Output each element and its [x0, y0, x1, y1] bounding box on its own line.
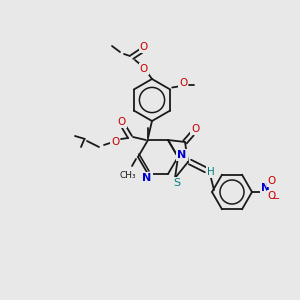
Text: O: O [118, 117, 126, 127]
Text: +: + [267, 178, 273, 188]
Text: O: O [268, 176, 276, 186]
Text: O: O [268, 191, 276, 201]
Text: H: H [207, 167, 215, 177]
Text: S: S [173, 178, 181, 188]
Text: N: N [142, 173, 152, 183]
Text: N: N [261, 183, 269, 193]
Text: −: − [272, 194, 280, 204]
Text: O: O [140, 42, 148, 52]
Text: CH₃: CH₃ [120, 170, 136, 179]
Text: N: N [177, 150, 187, 160]
Text: O: O [111, 137, 119, 147]
Text: O: O [191, 124, 199, 134]
Text: O: O [179, 79, 187, 88]
Text: O: O [140, 64, 148, 74]
